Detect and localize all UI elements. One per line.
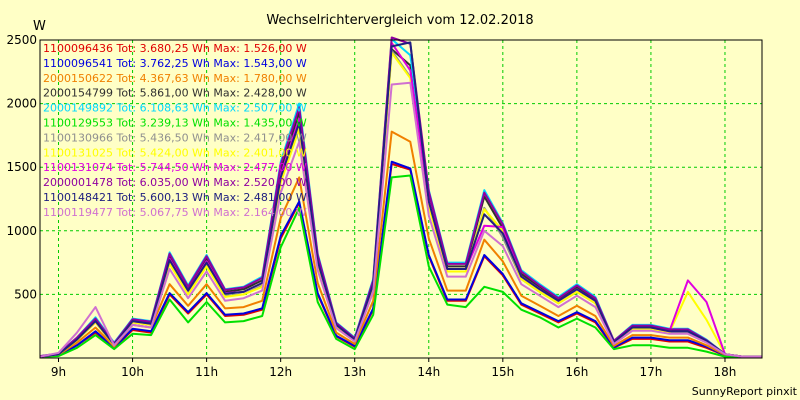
x-tick-label: 11h: [195, 365, 218, 379]
y-tick-label: 2000: [6, 97, 37, 111]
y-tick-label: 1500: [6, 160, 37, 174]
y-axis-unit-label: W: [33, 19, 46, 34]
legend-entry: 1100096541 Tot: 3.762,25 Wh Max: 1.543,0…: [43, 57, 307, 70]
x-tick-label: 15h: [491, 365, 514, 379]
legend-entry: 2000149892 Tot: 6.108,63 Wh Max: 2.507,0…: [43, 102, 307, 115]
legend-entry: 2000154799 Tot: 5.861,00 Wh Max: 2.428,0…: [43, 87, 307, 100]
y-tick-label: 2500: [6, 33, 37, 47]
y-tick-label: 500: [14, 287, 37, 301]
x-tick-label: 18h: [714, 365, 737, 379]
legend-entry: 1100131074 Tot: 5.744,50 Wh Max: 2.477,0…: [43, 161, 307, 174]
y-axis-ticks: 500 1000 1500 2000 2500: [6, 33, 37, 301]
legend-entry: 1100130966 Tot: 5.436,50 Wh Max: 2.417,0…: [43, 131, 307, 144]
x-tick-label: 14h: [417, 365, 440, 379]
data-series-lines: [39, 36, 762, 358]
x-tick-label: 13h: [343, 365, 366, 379]
legend: 1100096436 Tot: 3.680,25 Wh Max: 1.526,0…: [43, 42, 307, 219]
x-tick-label: 12h: [269, 365, 292, 379]
legend-entry: 1100129553 Tot: 3.239,13 Wh Max: 1.435,0…: [43, 117, 307, 130]
chart-title: Wechselrichtervergleich vom 12.02.2018: [266, 13, 533, 28]
legend-entry: 2000001478 Tot: 6.035,00 Wh Max: 2.520,0…: [43, 176, 307, 189]
x-axis-ticks: 9h 10h 11h 12h 13h 14h 15h 16h 17h 18h: [51, 358, 737, 379]
x-tick-label: 16h: [565, 365, 588, 379]
legend-entry: 1100096436 Tot: 3.680,25 Wh Max: 1.526,0…: [43, 42, 307, 55]
plot-area-border: [39, 39, 763, 359]
series-line: [39, 41, 762, 358]
legend-entry: 1100119477 Tot: 5.067,75 Wh Max: 2.164,0…: [43, 206, 307, 219]
x-tick-label: 10h: [121, 365, 144, 379]
series-line: [39, 130, 762, 358]
x-tick-label: 17h: [639, 365, 662, 379]
x-tick-label: 9h: [51, 365, 66, 379]
series-line: [39, 81, 762, 358]
series-line: [39, 160, 762, 358]
series-line: [39, 36, 762, 358]
y-tick-label: 1000: [6, 224, 37, 238]
legend-entry: 1100131025 Tot: 5.424,00 Wh Max: 2.401,0…: [43, 146, 307, 159]
legend-entry: 1100148421 Tot: 5.600,13 Wh Max: 2.481,0…: [43, 191, 307, 204]
footer-credit: SunnyReport pinxit: [692, 385, 798, 398]
series-line: [39, 174, 762, 358]
legend-entry: 2000150622 Tot: 4.367,63 Wh Max: 1.780,0…: [43, 72, 307, 85]
